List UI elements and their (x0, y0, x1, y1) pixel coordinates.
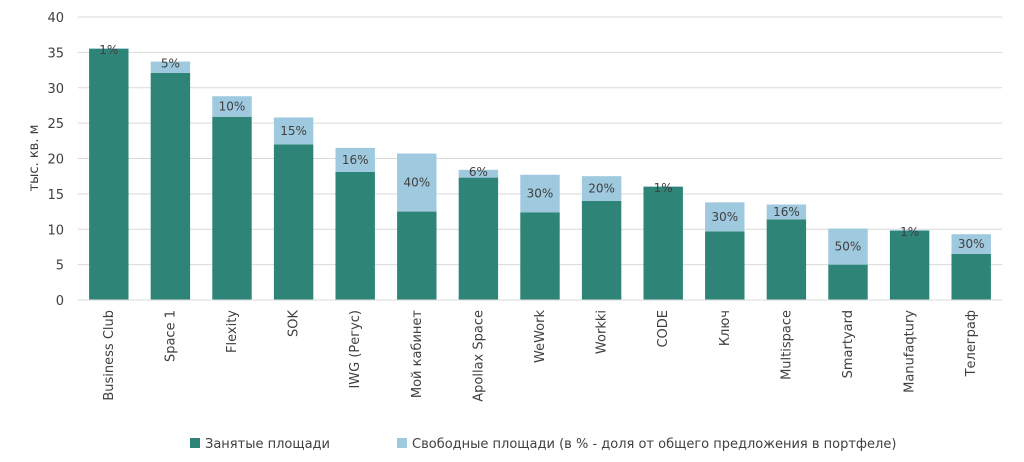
x-tick-label: WeWork (533, 310, 548, 363)
x-tick-label: Мой кабинет (410, 310, 425, 399)
legend-swatch-vacant (397, 438, 407, 448)
data-label: 16% (773, 205, 800, 219)
x-tick-label: Manufaqtury (903, 310, 918, 393)
data-label: 6% (469, 165, 488, 179)
bar-occupied (889, 230, 930, 300)
bar-vacant (643, 186, 683, 187)
x-tick-label: Smartyard (841, 310, 856, 378)
data-label: 50% (835, 240, 862, 254)
bar-vacant (581, 176, 622, 201)
data-label: 1% (99, 43, 118, 57)
y-axis-label: тыс. кв. м (27, 125, 42, 192)
data-label: 15% (280, 124, 307, 138)
bar-occupied (643, 186, 683, 300)
bar-vacant (335, 147, 375, 172)
y-tick-label: 30 (47, 82, 64, 97)
y-tick-label: 0 (56, 294, 64, 309)
y-tick-label: 35 (47, 46, 64, 61)
legend-swatch-occupied (190, 438, 200, 448)
x-tick-label: Space 1 (163, 310, 178, 362)
bar-occupied (520, 212, 560, 300)
bar-vacant (889, 229, 930, 231)
bar-vacant (458, 169, 499, 178)
data-label: 30% (958, 237, 985, 251)
data-label: 1% (900, 225, 919, 239)
bar-occupied (273, 144, 314, 300)
legend-label-occupied: Занятые площади (205, 437, 330, 452)
bar-vacant (828, 228, 868, 265)
bar-occupied (458, 177, 499, 300)
legend-label-vacant: Свободные площади (в % - доля от общего … (412, 437, 896, 452)
x-tick-label: Business Club (102, 310, 117, 401)
y-axis-ticks: 0 5 10 15 20 25 30 35 40 (47, 11, 64, 309)
data-label: 20% (588, 182, 615, 196)
bar-occupied (705, 231, 745, 300)
bar-vacant (273, 117, 314, 145)
bar-vacant (520, 174, 560, 213)
data-label: 5% (161, 57, 180, 71)
x-tick-label: Apollax Space (471, 310, 486, 402)
x-tick-label: SOK (287, 310, 302, 337)
x-tick-label: IWG (Регус) (348, 310, 363, 389)
bar-vacant (89, 48, 129, 49)
bar-vacant (705, 202, 745, 232)
data-label: 1% (654, 181, 673, 195)
y-tick-label: 40 (47, 11, 64, 26)
bar-occupied (581, 200, 622, 300)
data-labels: 1% 5% 10% 15% 16% 40% 6% 30% 20% 1% 30% 16% 50% 1% 30% (99, 43, 984, 253)
y-tick-label: 15 (47, 188, 64, 203)
bar-occupied (150, 72, 191, 300)
x-tick-label: Ключ (718, 310, 733, 346)
y-tick-label: 5 (56, 259, 64, 274)
data-label: 40% (403, 176, 430, 190)
bar-vacant (397, 153, 437, 212)
bar-occupied (766, 219, 807, 300)
x-tick-label: Flexity (225, 310, 240, 353)
data-label: 10% (219, 99, 246, 113)
bar-vacant (951, 234, 991, 255)
bar-vacant (766, 204, 807, 220)
x-tick-label: CODE (656, 310, 671, 348)
bar-occupied (212, 116, 252, 300)
y-tick-label: 25 (47, 117, 64, 132)
bar-occupied (951, 254, 991, 300)
y-tick-label: 20 (47, 153, 64, 168)
bar-occupied (828, 264, 868, 300)
y-tick-label: 10 (47, 223, 64, 238)
x-axis-categories: Business Club Space 1 Flexity SOK IWG (Регус… (102, 310, 979, 402)
bar-occupied (397, 211, 437, 300)
bar-occupied (89, 48, 129, 301)
bar-vacant (150, 61, 191, 73)
x-tick-label: Multispace (779, 310, 794, 380)
bars (89, 48, 991, 301)
legend: Занятые площади Свободные площади (в % -… (190, 437, 896, 452)
data-label: 30% (527, 187, 554, 201)
data-label: 16% (342, 153, 369, 167)
data-label: 30% (711, 210, 738, 224)
x-tick-label: Workki (595, 310, 610, 354)
bar-occupied (335, 171, 375, 300)
x-tick-label: Телеграф (964, 310, 979, 377)
bar-vacant (212, 96, 252, 117)
